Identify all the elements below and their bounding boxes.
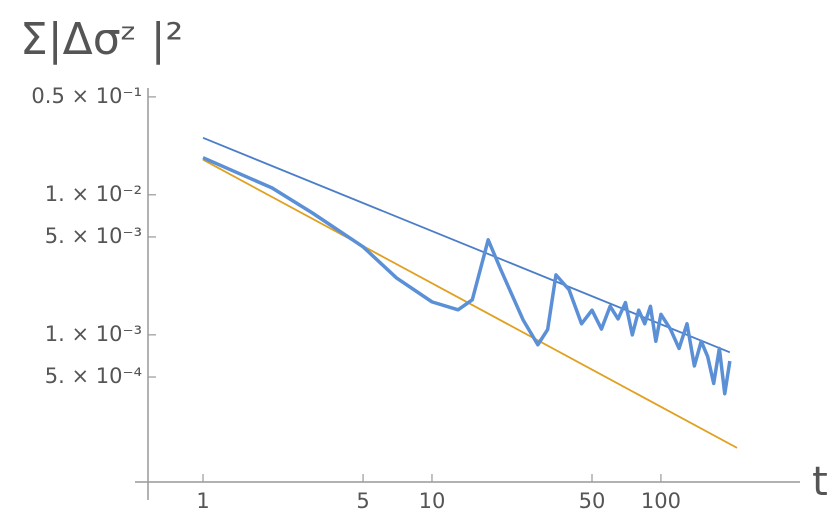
x-tick-label: 50	[579, 489, 606, 513]
y-tick-label: 1. × 10⁻²	[45, 182, 142, 206]
x-tick-label: 5	[356, 489, 369, 513]
x-tick-label: 100	[641, 489, 681, 513]
data-line	[202, 158, 738, 449]
chart-title: Σ|Δσᶻ |²	[20, 14, 183, 65]
y-tick-label: 5. × 10⁻⁴	[45, 364, 142, 388]
x-axis-label: t	[812, 459, 828, 505]
data-line	[202, 156, 732, 396]
x-tick-label: 10	[419, 489, 446, 513]
y-tick-label: 1. × 10⁻³	[45, 322, 142, 346]
y-tick-label: 5. × 10⁻³	[45, 224, 142, 248]
y-tick-label: 0.5 × 10⁻¹	[31, 84, 142, 108]
x-tick-label: 1	[196, 489, 209, 513]
